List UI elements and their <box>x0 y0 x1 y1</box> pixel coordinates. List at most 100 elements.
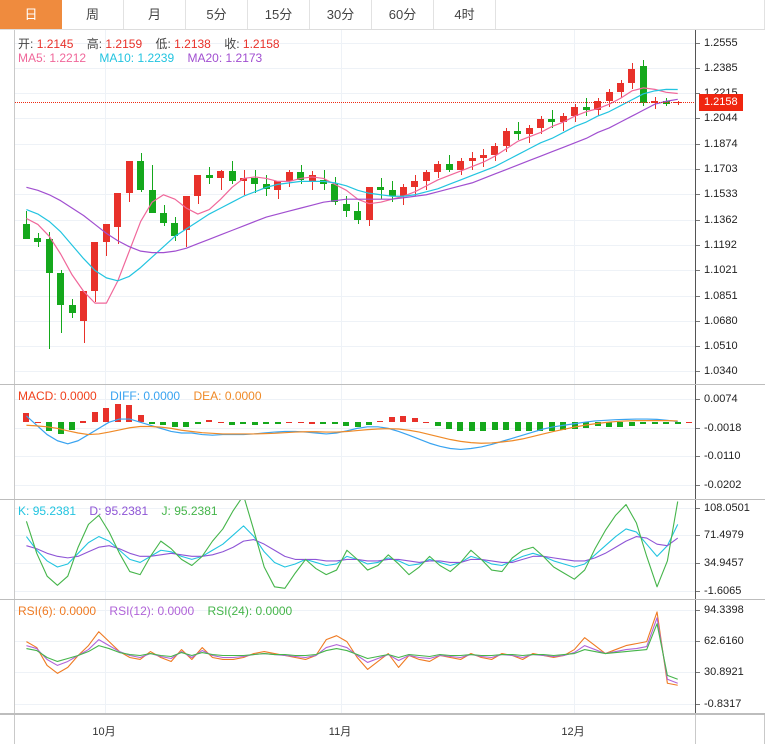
candle-wick <box>244 169 245 195</box>
candle-body <box>217 171 224 179</box>
macd-line-dea <box>26 420 678 444</box>
axis-tick <box>696 456 700 457</box>
open-label: 开: <box>18 37 34 51</box>
y-axis-label: -0.0018 <box>704 422 742 434</box>
axis-tick <box>696 399 700 400</box>
candle-wick <box>278 181 279 200</box>
tab-6[interactable]: 60分 <box>372 0 434 29</box>
low-label: 低: <box>155 37 171 51</box>
candle-body <box>411 181 418 188</box>
close-label: 收: <box>224 37 240 51</box>
candle-wick <box>221 169 222 191</box>
axis-tick <box>696 428 700 429</box>
candle-body <box>114 193 121 228</box>
macd-histogram-bar <box>663 422 669 424</box>
rsi-panel: 94.3398 62.6160 30.8921 -0.8317 RSI(6): 0.0… <box>0 600 765 714</box>
candle-body <box>80 291 87 321</box>
macd-histogram-bar <box>252 422 258 425</box>
candle-wick <box>472 151 473 170</box>
macd-histogram-bar <box>606 422 612 427</box>
candle-body <box>286 172 293 182</box>
price-plot-area[interactable] <box>14 30 695 384</box>
candle-body <box>446 163 453 170</box>
vertical-gridline <box>574 600 575 713</box>
gridline <box>15 118 695 119</box>
tab-2[interactable]: 月 <box>124 0 186 29</box>
axis-tick <box>696 563 700 564</box>
y-axis-label: 1.2555 <box>704 37 738 49</box>
candle-body <box>126 160 133 194</box>
macd-histogram-bar <box>503 422 509 431</box>
macd-plot-area[interactable] <box>14 385 695 499</box>
macd-histogram-bar <box>126 405 132 423</box>
ma10-label: MA10: <box>99 51 135 65</box>
macd-y-axis: 0.0074 -0.0018 -0.0110 -0.0202 <box>695 385 765 499</box>
x-axis-label: 11月 <box>328 726 352 738</box>
candle-body <box>160 212 167 223</box>
candle-body <box>571 107 578 117</box>
candle-body <box>640 65 647 103</box>
ma5-label: MA5: <box>18 51 47 65</box>
macd-histogram-bar <box>446 422 452 429</box>
y-axis-label: 1.1362 <box>704 214 738 226</box>
macd-value: 0.0000 <box>60 389 97 403</box>
macd-histogram-bar <box>298 421 304 424</box>
k-value: 95.2381 <box>32 504 77 518</box>
macd-histogram-bar <box>160 422 166 426</box>
candle-wick <box>449 154 450 173</box>
candle-wick <box>209 166 210 185</box>
y-axis-label: -0.0202 <box>704 479 742 491</box>
gridline <box>15 399 695 400</box>
tab-1[interactable]: 周 <box>62 0 124 29</box>
gridline <box>15 641 695 642</box>
candle-wick <box>518 122 519 140</box>
macd-histogram-bar <box>240 422 246 424</box>
candle-body <box>514 130 521 134</box>
candle-body <box>606 92 613 102</box>
diff-label: DIFF: <box>110 389 141 403</box>
axis-tick <box>696 220 700 221</box>
high-value: 1.2159 <box>105 37 143 51</box>
j-label: J: <box>161 504 171 518</box>
y-axis-label: 1.0510 <box>704 340 738 352</box>
candle-wick <box>586 98 587 117</box>
candle-body <box>594 101 601 111</box>
candle-body <box>354 211 361 220</box>
tabbar-filler <box>496 0 765 29</box>
macd-histogram-bar <box>617 422 623 428</box>
candle-body <box>548 119 555 122</box>
candle-body <box>423 172 430 182</box>
x-axis-divider <box>14 715 15 744</box>
y-axis-label: 1.2385 <box>704 62 738 74</box>
tab-5[interactable]: 30分 <box>310 0 372 29</box>
tab-4[interactable]: 15分 <box>248 0 310 29</box>
candle-body <box>309 175 316 182</box>
tab-7[interactable]: 4时 <box>434 0 496 29</box>
vertical-gridline <box>341 30 342 384</box>
macd-histogram-bar <box>195 422 201 424</box>
macd-histogram-bar <box>218 421 224 424</box>
macd-histogram-bar <box>343 422 349 426</box>
macd-histogram-bar <box>23 412 29 423</box>
axis-tick <box>696 68 700 69</box>
rsi-line-rsi6 <box>26 611 678 686</box>
candle-wick <box>552 110 553 128</box>
candle-body <box>503 130 510 146</box>
ma10-value: 1.2239 <box>137 51 175 65</box>
vertical-gridline <box>574 30 575 384</box>
candle-wick <box>186 215 187 247</box>
candle-body <box>23 224 30 240</box>
candle-body <box>240 178 247 182</box>
ma-legend: MA5: 1.2212 MA10: 1.2239 MA20: 1.2173 <box>18 51 272 65</box>
candle-wick <box>152 165 153 212</box>
tab-0[interactable]: 日 <box>0 0 62 29</box>
macd-histogram-bar <box>149 422 155 424</box>
axis-tick <box>696 144 700 145</box>
rsi-plot-area[interactable] <box>14 600 695 713</box>
tab-3[interactable]: 5分 <box>186 0 248 29</box>
current-price-line <box>15 102 695 103</box>
kdj-plot-area[interactable] <box>14 500 695 599</box>
candle-body <box>526 127 533 134</box>
y-axis-label: 94.3398 <box>704 604 744 616</box>
